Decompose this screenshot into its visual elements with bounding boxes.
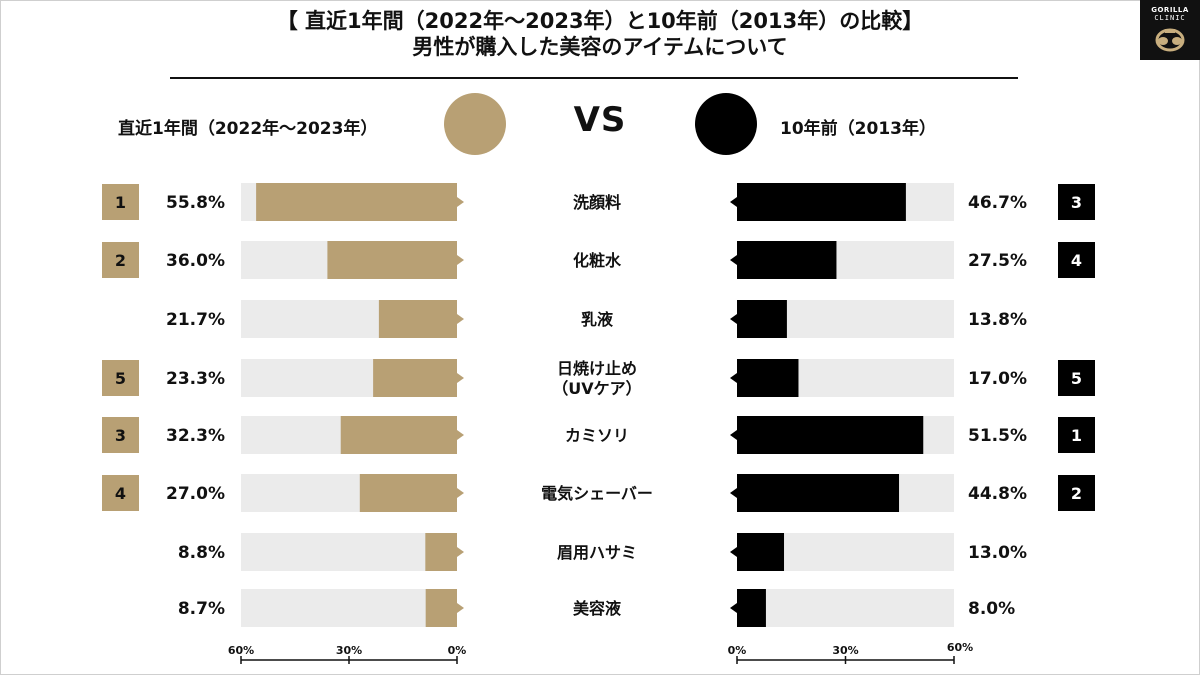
bar-past xyxy=(737,241,837,279)
bar-past-pointer xyxy=(730,314,737,324)
bar-recent xyxy=(256,183,457,221)
gorilla-icon xyxy=(1155,28,1185,52)
left-axis-tick-label: 30% xyxy=(336,644,362,657)
bar-past xyxy=(737,589,766,627)
rank-label-past: 5 xyxy=(1071,369,1082,388)
left-axis-tick-label: 0% xyxy=(448,644,467,657)
bar-recent xyxy=(378,300,457,338)
bar-past-pointer xyxy=(730,430,737,440)
bar-recent-pointer xyxy=(457,197,464,207)
legend-recent-swatch xyxy=(444,93,506,155)
chart-title: 【 直近1年間（2022年〜2023年）と10年前（2013年）の比較】 xyxy=(276,9,924,33)
legend-recent-label: 直近1年間（2022年〜2023年） xyxy=(118,119,378,139)
rank-label-past: 4 xyxy=(1071,251,1082,270)
rank-label-recent: 1 xyxy=(115,193,126,212)
category-label: 眉用ハサミ xyxy=(557,543,637,562)
value-label-recent: 21.7% xyxy=(166,310,225,330)
bar-recent xyxy=(425,533,457,571)
rank-badge-past xyxy=(1058,475,1095,511)
gorilla-clinic-logo: GORILLA CLINIC xyxy=(1140,0,1200,60)
right-axis-tick-label: 60% xyxy=(947,641,973,654)
rank-label-past: 1 xyxy=(1071,426,1082,445)
value-label-past: 51.5% xyxy=(968,426,1027,446)
bar-recent-pointer xyxy=(457,547,464,557)
rank-label-recent: 3 xyxy=(115,426,126,445)
bar-recent xyxy=(340,416,457,454)
category-label: カミソリ xyxy=(565,426,629,445)
bar-past-pointer xyxy=(730,255,737,265)
bar-past-pointer xyxy=(730,488,737,498)
value-label-recent: 8.7% xyxy=(178,599,225,619)
rank-label-past: 3 xyxy=(1071,193,1082,212)
value-label-recent: 32.3% xyxy=(166,426,225,446)
rank-label-recent: 4 xyxy=(115,484,126,503)
category-label: 電気シェーバー xyxy=(541,484,653,503)
category-label: 乳液 xyxy=(581,310,614,329)
bar-recent xyxy=(327,241,457,279)
right-axis-tick-label: 30% xyxy=(832,644,858,657)
legend-past-swatch xyxy=(695,93,757,155)
rank-badge-past xyxy=(1058,417,1095,453)
title-divider xyxy=(170,77,1018,79)
bar-recent xyxy=(425,589,457,627)
value-label-recent: 27.0% xyxy=(166,484,225,504)
bar-past-pointer xyxy=(730,373,737,383)
value-label-recent: 8.8% xyxy=(178,543,225,563)
rank-badge-past xyxy=(1058,360,1095,396)
rank-label-past: 2 xyxy=(1071,484,1082,503)
bar-past-pointer xyxy=(730,603,737,613)
bar-recent xyxy=(359,474,457,512)
bar-past xyxy=(737,300,787,338)
category-label: 洗顔料 xyxy=(573,193,621,212)
bar-past xyxy=(737,359,799,397)
right-axis-tick-label: 0% xyxy=(728,644,747,657)
logo-text-top: GORILLA xyxy=(1151,6,1189,14)
rank-badge-past xyxy=(1058,242,1095,278)
rank-badge-recent xyxy=(102,475,139,511)
left-axis-tick-label: 60% xyxy=(228,644,254,657)
rank-label-recent: 2 xyxy=(115,251,126,270)
rank-label-recent: 5 xyxy=(115,369,126,388)
value-label-past: 44.8% xyxy=(968,484,1027,504)
rank-badge-past xyxy=(1058,184,1095,220)
rank-badge-recent xyxy=(102,417,139,453)
bar-recent-pointer xyxy=(457,314,464,324)
legend-past-label: 10年前（2013年） xyxy=(780,119,936,139)
logo-text-bottom: CLINIC xyxy=(1154,14,1186,22)
value-label-recent: 36.0% xyxy=(166,251,225,271)
category-label: 日焼け止め（UVケア） xyxy=(552,359,641,398)
bar-recent-pointer xyxy=(457,430,464,440)
bar-past xyxy=(737,183,906,221)
left-track xyxy=(241,533,457,571)
bar-recent-pointer xyxy=(457,603,464,613)
bar-past xyxy=(737,533,785,571)
bar-past xyxy=(737,474,900,512)
value-label-past: 27.5% xyxy=(968,251,1027,271)
bar-recent-pointer xyxy=(457,488,464,498)
bar-past-pointer xyxy=(730,547,737,557)
value-label-past: 13.8% xyxy=(968,310,1027,330)
value-label-past: 8.0% xyxy=(968,599,1015,619)
value-label-recent: 23.3% xyxy=(166,369,225,389)
value-label-past: 13.0% xyxy=(968,543,1027,563)
rank-badge-recent xyxy=(102,184,139,220)
chart-subtitle: 男性が購入した美容のアイテムについて xyxy=(412,35,788,59)
rank-badge-recent xyxy=(102,242,139,278)
right-track xyxy=(737,589,954,627)
value-label-recent: 55.8% xyxy=(166,193,225,213)
category-label: 美容液 xyxy=(573,599,622,618)
bar-past-pointer xyxy=(730,197,737,207)
bar-past xyxy=(737,416,924,454)
category-label: 化粧水 xyxy=(573,251,622,270)
bar-recent-pointer xyxy=(457,373,464,383)
vs-label: VS xyxy=(573,100,627,140)
left-track xyxy=(241,589,457,627)
bar-recent xyxy=(373,359,457,397)
rank-badge-recent xyxy=(102,360,139,396)
bar-recent-pointer xyxy=(457,255,464,265)
value-label-past: 17.0% xyxy=(968,369,1027,389)
value-label-past: 46.7% xyxy=(968,193,1027,213)
